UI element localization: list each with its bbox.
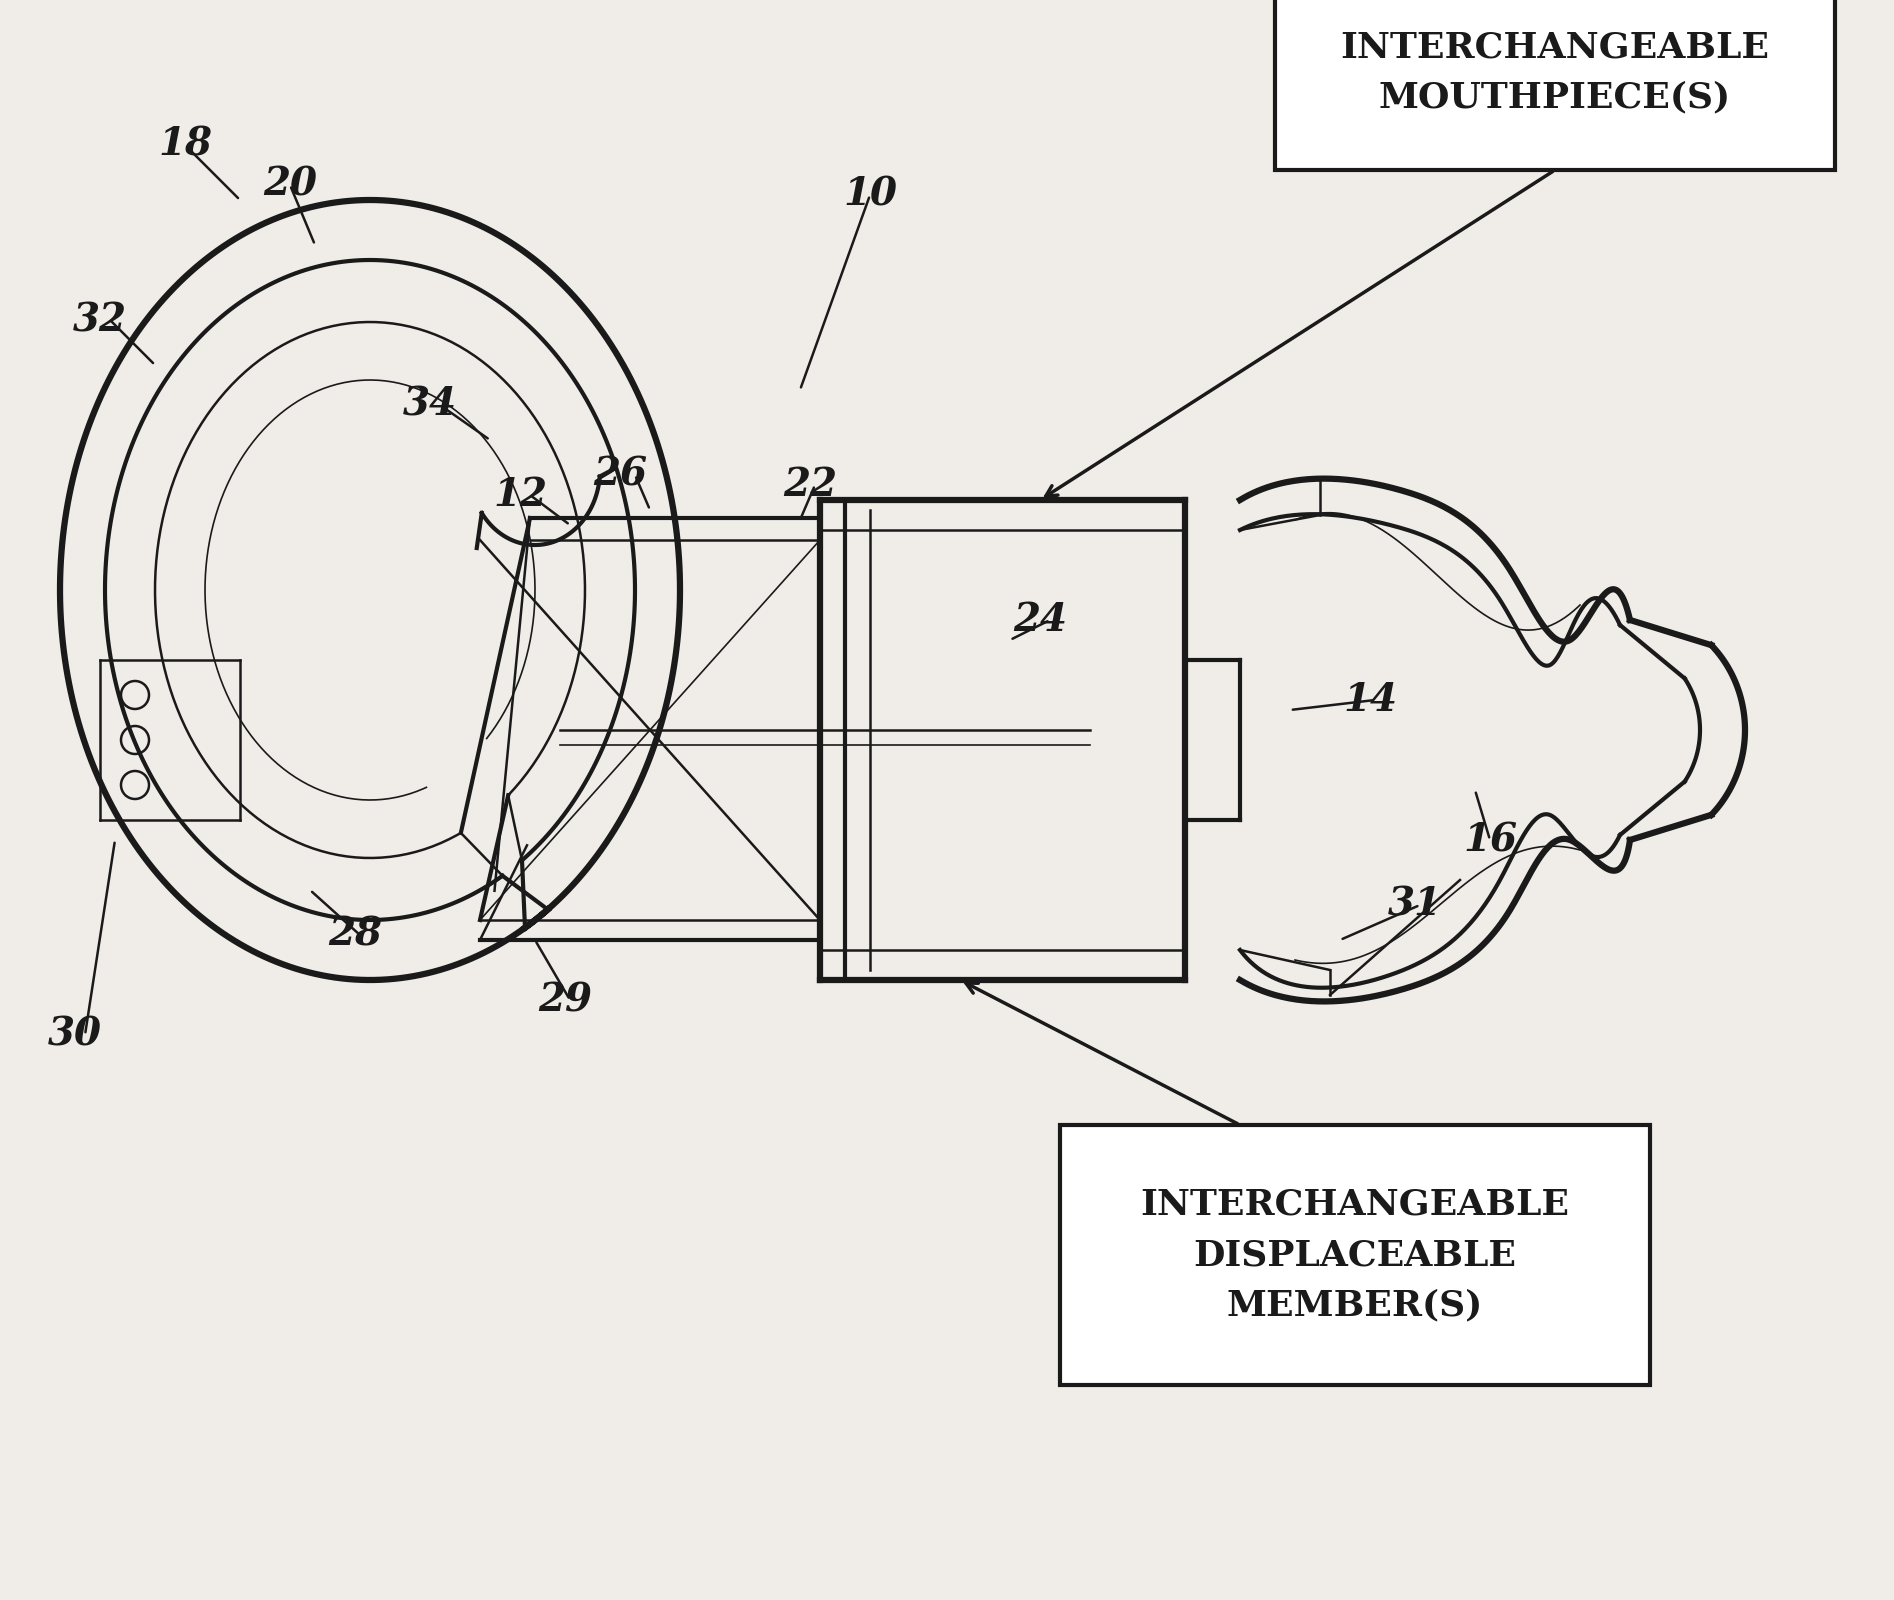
FancyBboxPatch shape	[1061, 1125, 1650, 1386]
Text: 31: 31	[1388, 886, 1441, 925]
Text: 24: 24	[1013, 602, 1066, 638]
Text: 29: 29	[538, 981, 593, 1019]
Text: INTERCHANGEABLE
MOUTHPIECE(S): INTERCHANGEABLE MOUTHPIECE(S)	[1341, 30, 1769, 115]
Text: 16: 16	[1462, 821, 1517, 859]
Text: 22: 22	[782, 466, 837, 504]
Text: 34: 34	[403, 386, 456, 424]
Text: 32: 32	[74, 301, 127, 339]
Text: INTERCHANGEABLE
DISPLACEABLE
MEMBER(S): INTERCHANGEABLE DISPLACEABLE MEMBER(S)	[1140, 1187, 1570, 1322]
Text: 20: 20	[263, 166, 316, 203]
Text: 30: 30	[47, 1016, 102, 1054]
Text: 26: 26	[593, 456, 648, 494]
Text: 12: 12	[492, 477, 547, 514]
Text: 18: 18	[157, 126, 212, 165]
Text: 10: 10	[843, 176, 898, 214]
Text: 14: 14	[1343, 682, 1398, 718]
FancyBboxPatch shape	[1275, 0, 1835, 170]
Text: 28: 28	[328, 915, 383, 954]
